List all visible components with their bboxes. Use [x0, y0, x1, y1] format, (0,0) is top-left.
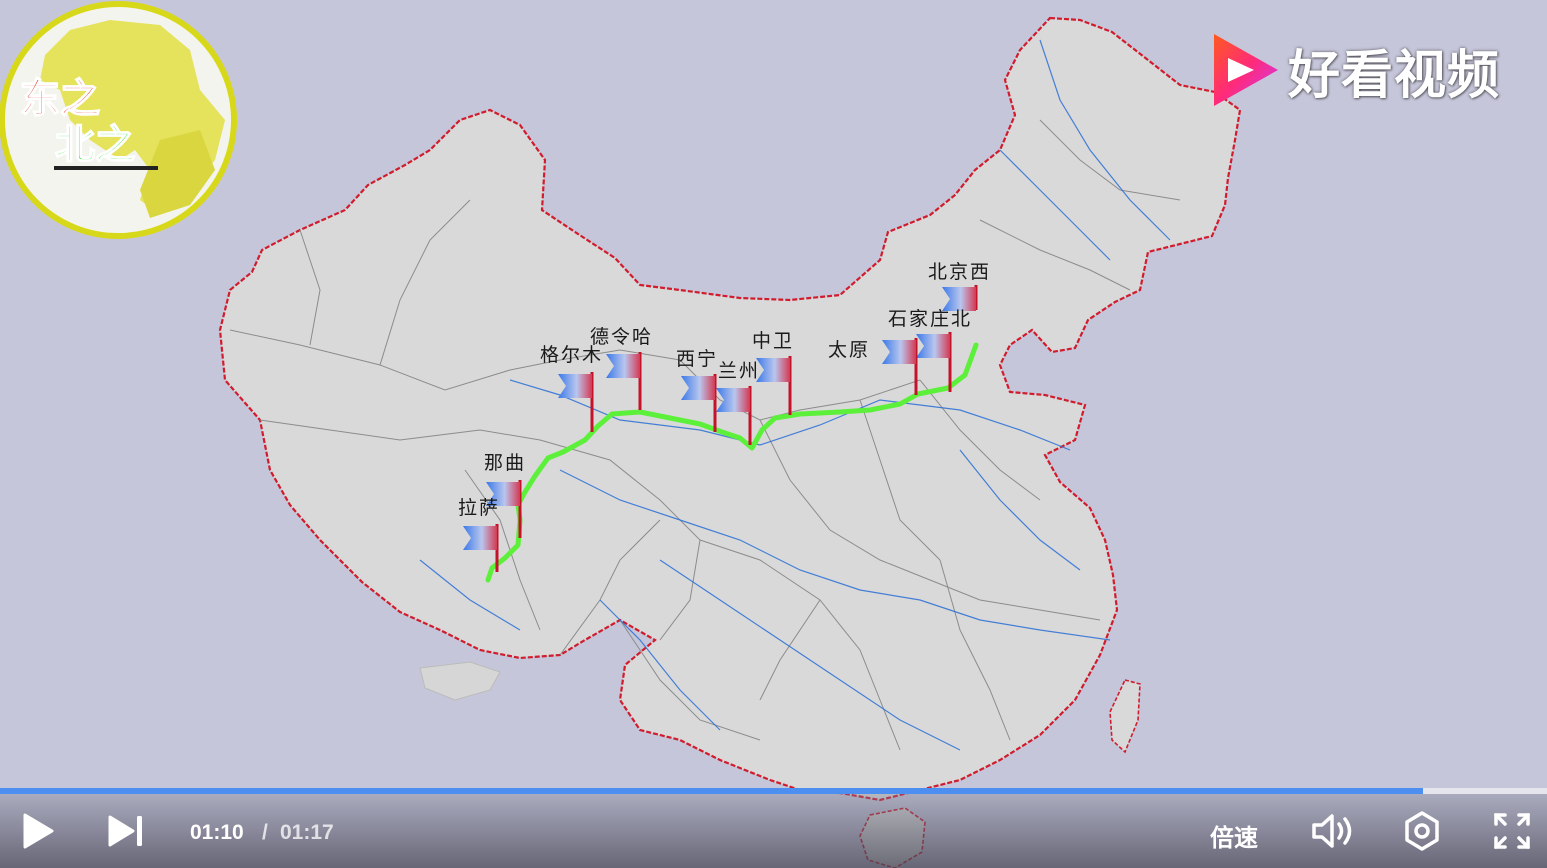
- city-label-zhongwei: 中卫: [752, 330, 794, 352]
- city-marker-beijingxi: 北京西: [928, 261, 991, 311]
- city-marker-shijiazhuang: 石家庄北: [888, 308, 972, 392]
- volume-button[interactable]: [1308, 794, 1360, 868]
- city-label-lanzhou: 兰州: [718, 360, 760, 382]
- logo-line-1: 东之: [20, 76, 100, 122]
- fullscreen-button[interactable]: [1488, 794, 1536, 868]
- fullscreen-icon: [1494, 813, 1530, 849]
- progress-fill: [0, 788, 1424, 794]
- taiwan-outline: [1109, 679, 1141, 754]
- flag-icon: [681, 376, 715, 400]
- watermark-text: 好看视频: [1288, 45, 1501, 106]
- logo-line-2: 北之: [55, 122, 135, 168]
- total-time: 01:17: [280, 821, 334, 844]
- city-label-lasa: 拉萨: [458, 497, 500, 519]
- flag-icon: [558, 374, 592, 398]
- flag-icon: [486, 482, 520, 506]
- city-label-taiyuan: 太原: [828, 339, 870, 361]
- city-marker-naqu: 那曲: [484, 452, 526, 538]
- flag-icon: [606, 354, 640, 378]
- city-marker-delingha: 德令哈: [590, 326, 653, 410]
- volume-icon: [1312, 814, 1352, 848]
- play-button[interactable]: [16, 794, 60, 868]
- skip-next-icon: [108, 815, 142, 847]
- rivers: [419, 39, 1171, 751]
- haokan-watermark: 好看视频: [1208, 30, 1500, 110]
- city-label-naqu: 那曲: [484, 452, 526, 474]
- city-label-geermu: 格尔木: [540, 344, 603, 366]
- settings-icon: [1405, 811, 1439, 851]
- city-marker-zhongwei: 中卫: [752, 330, 794, 415]
- city-marker-geermu: 格尔木: [540, 344, 603, 432]
- play-icon: [23, 813, 54, 849]
- province-boundaries: [229, 119, 1181, 751]
- city-label-delingha: 德令哈: [590, 326, 653, 348]
- city-marker-taiyuan: 太原: [828, 338, 918, 395]
- flag-icon: [916, 334, 950, 358]
- settings-button[interactable]: [1398, 794, 1446, 868]
- next-button[interactable]: [104, 794, 148, 868]
- city-label-beijingxi: 北京西: [928, 261, 991, 283]
- flag-icon: [716, 388, 750, 412]
- control-bar: 01:10 / 01:17 倍速: [0, 794, 1547, 868]
- flag-icon: [882, 340, 916, 364]
- progress-bar[interactable]: [0, 788, 1547, 794]
- city-marker-lanzhou: 兰州: [716, 360, 760, 445]
- flag-icon: [942, 287, 976, 311]
- flag-icon: [463, 526, 497, 550]
- city-label-shijiazhuang: 石家庄北: [888, 308, 972, 330]
- channel-logo: 东之 北之: [0, 1, 237, 239]
- haokan-logo-icon: [1214, 34, 1278, 106]
- current-time: 01:10: [190, 821, 244, 844]
- playback-speed-button[interactable]: 倍速: [1210, 824, 1258, 852]
- city-label-xining: 西宁: [676, 348, 718, 370]
- city-marker-lasa: 拉萨: [458, 497, 500, 572]
- neighbor-region: [419, 661, 501, 701]
- flag-icon: [756, 358, 790, 382]
- time-separator: /: [262, 821, 268, 844]
- city-marker-xining: 西宁: [676, 348, 718, 432]
